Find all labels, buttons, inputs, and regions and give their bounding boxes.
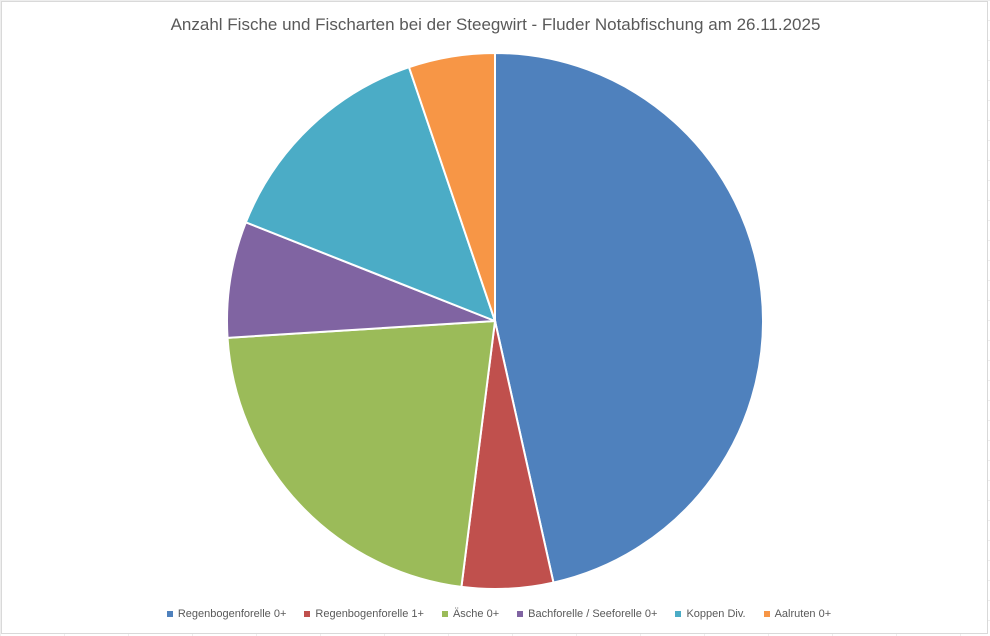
legend-label: Bachforelle / Seeforelle 0+ [528,608,658,620]
legend-swatch [517,611,524,617]
legend-swatch [304,611,311,617]
pie-slice [244,65,497,323]
legend-item: Aalruten 0+ [763,608,832,620]
legend-item: Regenbogenforelle 1+ [304,608,424,620]
pie-slice [226,319,497,589]
legend-label: Regenbogenforelle 1+ [315,608,424,620]
legend-swatch [763,611,770,617]
legend-item: Koppen Div. [675,608,746,620]
pie-slice [494,51,765,584]
legend-item: Regenbogenforelle 0+ [166,608,287,620]
pie-slice [407,51,496,322]
pie-slice [226,221,496,339]
legend-label: Äsche 0+ [452,608,500,620]
legend-item: Äsche 0+ [441,608,500,620]
legend-swatch [675,611,682,617]
pie-chart [226,51,765,590]
legend-label: Regenbogenforelle 0+ [177,608,287,620]
legend-label: Aalruten 0+ [774,608,832,620]
legend-swatch [166,611,173,617]
chart-title: Anzahl Fische und Fischarten bei der Ste… [170,15,821,34]
legend-label: Koppen Div. [686,608,746,620]
legend-item: Bachforelle / Seeforelle 0+ [517,608,657,620]
legend-swatch [441,611,448,617]
legend: Regenbogenforelle 0+ Regenbogenforelle 1… [2,608,990,620]
